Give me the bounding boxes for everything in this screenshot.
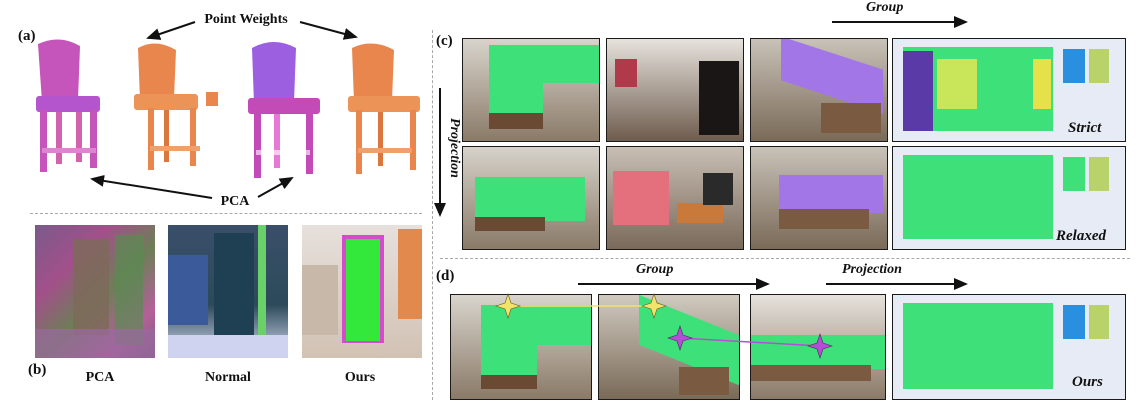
row-label-strict: Strict bbox=[1068, 120, 1102, 136]
caption-pca-b: PCA bbox=[85, 370, 115, 385]
c-result-relaxed bbox=[892, 146, 1126, 250]
separator-vertical bbox=[432, 30, 433, 400]
group-label-d: Group bbox=[636, 262, 674, 277]
separator-a-b bbox=[30, 213, 422, 214]
result-label-ours: Ours bbox=[1072, 374, 1103, 390]
pca-arrow-right bbox=[257, 177, 294, 198]
point-weights-caption: Point Weights bbox=[204, 12, 288, 27]
pca-caption-a: PCA bbox=[220, 194, 250, 209]
yellow-star-2 bbox=[641, 293, 667, 319]
separator-c-d bbox=[440, 258, 1130, 259]
yellow-star-1 bbox=[495, 293, 521, 319]
c-view-1-strict bbox=[462, 38, 600, 142]
caption-ours-b: Ours bbox=[344, 370, 376, 385]
point-weights-arrow-left bbox=[146, 21, 196, 40]
row-label-relaxed: Relaxed bbox=[1056, 228, 1106, 244]
purple-correspondence-line bbox=[679, 337, 821, 347]
c-view-3-strict bbox=[750, 38, 888, 142]
c-view-3-relaxed bbox=[750, 146, 888, 250]
point-weights-arrow-right bbox=[299, 21, 358, 40]
chair-weights-1 bbox=[134, 43, 218, 170]
caption-normal: Normal bbox=[205, 370, 251, 385]
group-label-c: Group bbox=[866, 0, 904, 15]
door-ours-image bbox=[302, 225, 422, 358]
door-pca-image bbox=[35, 225, 155, 358]
chair-weights-2 bbox=[348, 43, 420, 174]
panel-c-label: (c) bbox=[436, 33, 453, 49]
door-normal-image bbox=[168, 225, 288, 358]
panel-d-label: (d) bbox=[436, 268, 455, 284]
purple-star-1 bbox=[667, 325, 693, 351]
panel-b-label: (b) bbox=[28, 362, 47, 378]
c-result-strict bbox=[892, 38, 1126, 142]
c-view-2-relaxed bbox=[606, 146, 744, 250]
d-view-2 bbox=[598, 294, 740, 400]
chair-pca-2 bbox=[248, 42, 320, 178]
d-result bbox=[892, 294, 1126, 400]
d-view-1 bbox=[450, 294, 592, 400]
c-view-1-relaxed bbox=[462, 146, 600, 250]
pca-arrow-left bbox=[90, 174, 213, 199]
projection-label-d: Projection bbox=[842, 262, 902, 277]
purple-star-2 bbox=[807, 333, 833, 359]
chair-pca-1 bbox=[36, 39, 100, 172]
panel-a-label: (a) bbox=[18, 28, 36, 44]
c-view-2-strict bbox=[606, 38, 744, 142]
